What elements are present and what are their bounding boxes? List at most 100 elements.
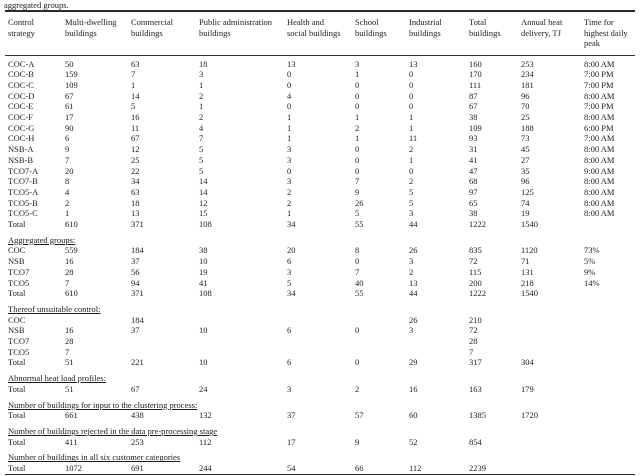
table-cell: 0 (409, 69, 414, 80)
table-cell: 9 (65, 144, 70, 155)
table-cell: 2 (355, 122, 360, 133)
column-header: School buildings (352, 11, 406, 56)
table-cell (196, 315, 284, 326)
section-header-label: Number of buildings for input to the clu… (8, 399, 198, 410)
table-cell: 1 (65, 208, 70, 219)
table-cell: 7:00 AM (584, 133, 615, 144)
table-cell: 1222 (469, 288, 486, 299)
table-cell: 47 (469, 165, 478, 176)
row-label: COC-E (8, 101, 34, 112)
table-cell: 57 (355, 410, 364, 421)
table-cell: 35 (521, 165, 530, 176)
table-row: COC-E 61 5 1 0 0 0 67 70 7:00 PM (5, 101, 635, 112)
row-label: Total (8, 436, 26, 447)
table-row: Total 1072 691 244 54 66 112 2239 (5, 463, 635, 474)
table-cell: 3 (287, 144, 292, 155)
table-cell: 0 (355, 101, 360, 112)
table-cell: 31 (469, 144, 478, 155)
table-cell: 8:00 AM (584, 197, 615, 208)
table-cell: 2 (199, 90, 204, 101)
table-row: TCO7 28 28 (5, 336, 635, 347)
table-cell (518, 325, 581, 336)
table-cell (518, 463, 581, 474)
table-row: Total 610 371 108 34 55 44 1222 1540 (5, 219, 635, 230)
table-cell: 44 (409, 219, 418, 230)
row-label: Total (8, 357, 26, 368)
row-label: NSB (8, 325, 25, 336)
table-cell: 54 (287, 463, 296, 474)
table-cell: 2 (65, 197, 70, 208)
table-cell: 65 (469, 197, 478, 208)
table-header-row: Control strategy Multi-dwelling buildings… (5, 11, 635, 56)
table-cell: 10 (199, 325, 208, 336)
row-label: TCO5-A (8, 186, 39, 197)
table-cell (406, 336, 466, 347)
table-cell: 0 (287, 165, 292, 176)
table-cell: 7:00 PM (584, 69, 614, 80)
section-header-row: Abnormal heat load profiles: (5, 372, 635, 384)
table-row: COC-D 67 14 2 4 0 0 87 96 8:00 AM (5, 91, 635, 102)
table-cell: 170 (469, 69, 482, 80)
table-row: Total 51 221 10 6 0 29 317 304 (5, 357, 635, 368)
table-cell: 1 (287, 122, 292, 133)
table-cell: 4 (65, 186, 70, 197)
table-cell: 24 (199, 383, 208, 394)
table-cell: 0 (355, 325, 360, 336)
table-cell: 7 (65, 154, 70, 165)
table-cell: 1 (355, 69, 360, 80)
table-body: COC-A 50 63 18 13 3 13 160 253 8:00 AM COC-B 159 7 3 0… (5, 55, 635, 474)
table-cell: 5 (287, 277, 292, 288)
table-cell: 1 (409, 112, 414, 123)
table-cell: 1 (199, 79, 204, 90)
table-cell: 1 (355, 112, 360, 123)
table-cell: 45 (521, 144, 530, 155)
table-cell: 2 (409, 144, 414, 155)
table-cell: 17 (287, 436, 296, 447)
table-cell: 37 (131, 325, 140, 336)
table-row: NSB-B 7 25 5 3 0 1 41 27 8:00 AM (5, 155, 635, 166)
section-header-cell: Number of buildings in all six customer … (5, 451, 635, 463)
table-cell: 93 (469, 133, 478, 144)
table-cell: 72 (469, 256, 478, 267)
table-row: COC-A 50 63 18 13 3 13 160 253 8:00 AM (5, 59, 635, 70)
table-cell: 1 (287, 112, 292, 123)
table-row: TCO7 28 56 19 3 7 2 115 131 9% (5, 267, 635, 278)
table-cell: 0 (355, 154, 360, 165)
table-cell: 304 (521, 357, 534, 368)
table-cell: 1222 (469, 219, 486, 230)
table-cell: 7:00 PM (584, 79, 614, 90)
table-row: NSB 16 37 10 6 0 3 72 71 5% (5, 256, 635, 267)
table-cell: 9:00 AM (584, 165, 615, 176)
table-cell (352, 315, 406, 326)
table-cell: 6 (65, 133, 70, 144)
table-cell: 25 (131, 154, 140, 165)
table-cell: 159 (65, 69, 78, 80)
table-cell: 1540 (521, 288, 538, 299)
table-cell: 14% (584, 277, 600, 288)
table-cell: 10 (199, 256, 208, 267)
table-cell: 661 (65, 410, 78, 421)
table-cell (581, 410, 635, 421)
table-row: Total 411 253 112 17 9 52 854 (5, 437, 635, 448)
table-cell: 3 (409, 325, 414, 336)
section-header-label: Number of buildings in all six customer … (8, 452, 181, 463)
table-cell: 3 (287, 176, 292, 187)
table-cell: 72 (469, 325, 478, 336)
table-cell: 438 (131, 410, 144, 421)
table-cell: 14 (199, 176, 208, 187)
table-cell: 1720 (521, 410, 538, 421)
table-cell: 2 (199, 112, 204, 123)
row-label: Total (8, 288, 26, 299)
table-cell (284, 336, 352, 347)
table-cell: 317 (469, 357, 482, 368)
table-cell: 29 (409, 357, 418, 368)
table-cell: 253 (521, 58, 534, 69)
table-cell: 160 (469, 58, 482, 69)
table-row: COC-C 109 1 1 0 0 0 111 181 7:00 PM (5, 80, 635, 91)
table-cell: 16 (131, 112, 140, 123)
table-cell: 371 (131, 288, 144, 299)
table-row: TCO5-C 1 13 15 1 5 3 38 19 8:00 AM (5, 208, 635, 219)
table-cell: 2 (409, 266, 414, 277)
table-cell (352, 347, 406, 358)
row-label: TCO5-B (8, 197, 38, 208)
